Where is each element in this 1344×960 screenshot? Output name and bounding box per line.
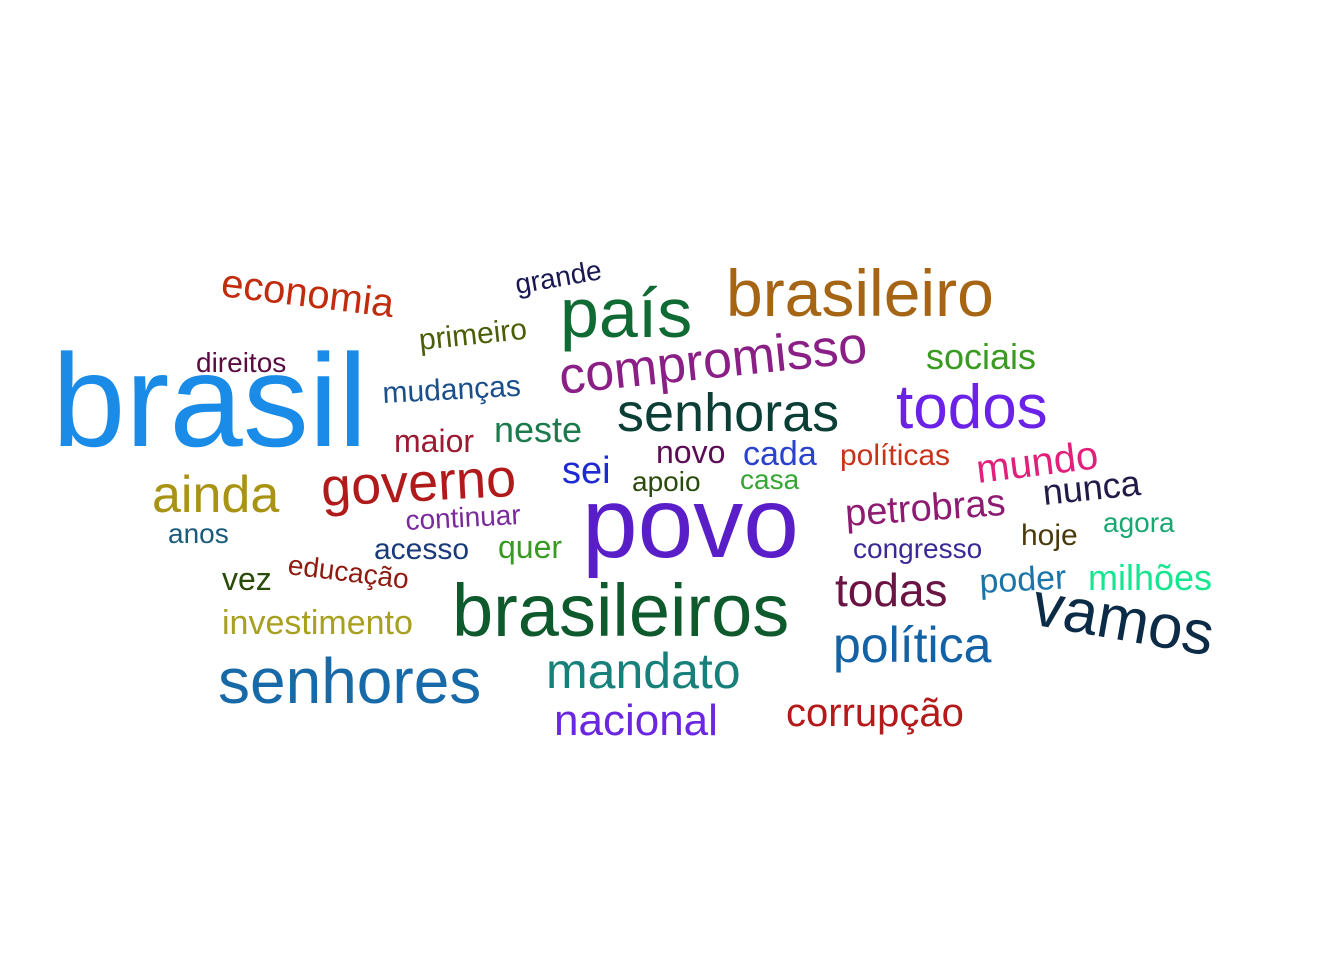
word-quer: quer bbox=[498, 529, 562, 565]
word-casa: casa bbox=[740, 464, 800, 495]
word-poder: poder bbox=[978, 558, 1067, 600]
word-senhores: senhores bbox=[218, 645, 481, 717]
word-acesso: acesso bbox=[374, 533, 469, 566]
word-brasileiros: brasileiros bbox=[452, 569, 789, 652]
word-povo: povo bbox=[582, 467, 799, 579]
word-anos: anos bbox=[168, 518, 229, 549]
word-senhoras: senhoras bbox=[617, 383, 839, 443]
word-governo: governo bbox=[319, 448, 517, 518]
word-corrupcao: corrupção bbox=[786, 691, 964, 735]
word-novo: novo bbox=[656, 434, 725, 470]
word-todas: todas bbox=[835, 564, 948, 616]
word-sociais: sociais bbox=[926, 336, 1036, 377]
word-politica: política bbox=[833, 617, 992, 673]
word-congresso: congresso bbox=[853, 533, 982, 564]
word-hoje: hoje bbox=[1021, 519, 1078, 552]
word-apoio: apoio bbox=[632, 466, 701, 497]
word-sei: sei bbox=[562, 450, 611, 492]
word-investimento: investimento bbox=[222, 604, 413, 642]
word-maior: maior bbox=[394, 423, 474, 459]
word-todos: todos bbox=[896, 373, 1048, 442]
word-brasileiro: brasileiro bbox=[726, 256, 994, 330]
word-politicas: políticas bbox=[840, 439, 950, 472]
word-cada: cada bbox=[743, 435, 817, 473]
word-primeiro: primeiro bbox=[417, 313, 528, 357]
word-nacional: nacional bbox=[554, 696, 718, 745]
word-agora: agora bbox=[1103, 507, 1175, 538]
word-milhoes: milhões bbox=[1088, 557, 1212, 598]
word-mudancas: mudanças bbox=[382, 370, 522, 410]
word-economia: economia bbox=[219, 261, 397, 326]
word-pais: país bbox=[560, 274, 692, 352]
word-direitos: direitos bbox=[196, 347, 286, 378]
word-neste: neste bbox=[494, 409, 582, 450]
word-petrobras: petrobras bbox=[844, 482, 1007, 535]
word-vez: vez bbox=[222, 561, 272, 597]
word-mandato: mandato bbox=[546, 643, 741, 699]
word-continuar: continuar bbox=[405, 499, 522, 536]
word-ainda: ainda bbox=[152, 466, 279, 524]
word-brasil: brasil bbox=[52, 327, 367, 474]
